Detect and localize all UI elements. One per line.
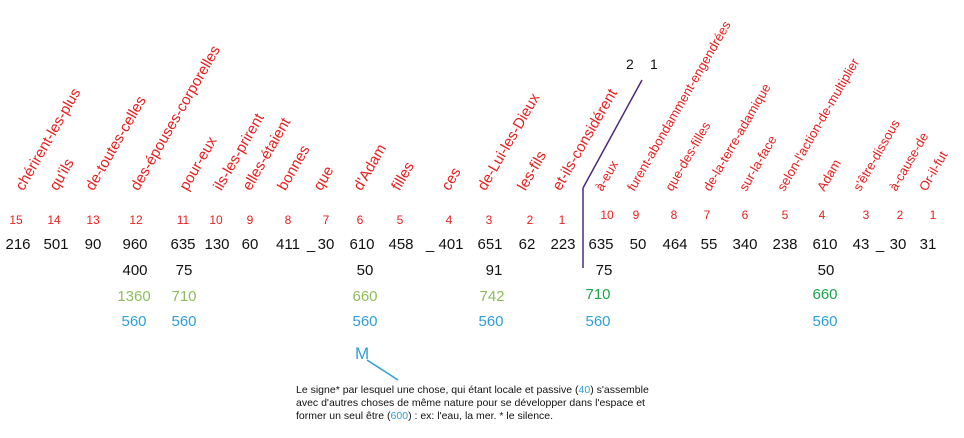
row4-left-3: 560 — [478, 313, 504, 330]
row3-left-6: 660 — [352, 288, 378, 305]
word-left-5: filles — [388, 159, 418, 194]
index-right-5: 5 — [781, 208, 789, 222]
description-line-1: Le signe* par lesquel une chose, qui éta… — [296, 384, 649, 396]
index-right-9: 9 — [632, 208, 640, 222]
value-left-10: 130 — [204, 236, 230, 253]
index-left-14: 14 — [47, 213, 61, 227]
row4-right-4: 560 — [812, 313, 838, 330]
word-left-7: que — [310, 163, 338, 194]
description-line-3: former un seul être (600) : ex: l'eau, l… — [296, 410, 554, 422]
value-right-2: 30 — [889, 236, 907, 253]
row3-right-10: 710 — [585, 286, 611, 303]
row2-left-6: 50 — [356, 262, 374, 279]
row4-left-12: 560 — [121, 313, 147, 330]
value-left-2: 62 — [518, 236, 536, 253]
description-text: Le signe* par lesquel une chose, qui éta… — [296, 384, 756, 423]
row3-left-11: 710 — [171, 288, 197, 305]
word-right-10: à-eux — [591, 157, 622, 194]
marker-one: 1 — [650, 56, 658, 72]
index-left-5: 5 — [396, 213, 404, 227]
row3-right-4: 660 — [812, 286, 838, 303]
row2-left-3: 91 — [485, 262, 503, 279]
index-left-6: 6 — [356, 213, 364, 227]
value-left-7: 30 — [317, 236, 335, 253]
value-left-6: 610 — [349, 236, 375, 253]
value-left-9: 60 — [241, 236, 259, 253]
value-left-13: 90 — [84, 236, 102, 253]
value-right-3: 43 — [852, 236, 870, 253]
index-left-9: 9 — [246, 213, 254, 227]
value-right-6: 340 — [732, 236, 758, 253]
word-right-4: Adam — [813, 156, 844, 194]
word-left-15: chérirent-les-plus — [12, 85, 85, 194]
value-right-7: 55 — [700, 236, 718, 253]
separator-left-b: _ — [425, 236, 435, 253]
word-left-6: d'Adam — [350, 141, 391, 194]
value-left-3: 651 — [477, 236, 503, 253]
index-right-8: 8 — [670, 208, 678, 222]
index-left-2: 2 — [526, 213, 534, 227]
row2-right-10: 75 — [595, 262, 613, 279]
value-right-10: 635 — [588, 236, 614, 253]
word-left-2: les-fils — [514, 148, 551, 194]
word-right-5: selon-l'action-de-multiplier — [773, 55, 863, 194]
row2-left-12: 400 — [122, 262, 148, 279]
row4-left-6: 560 — [352, 313, 378, 330]
word-left-8: bonnes — [274, 142, 314, 194]
row4-right-10: 560 — [585, 313, 611, 330]
row3-left-3: 742 — [479, 288, 505, 305]
row2-left-11: 75 — [175, 262, 193, 279]
index-right-10: 10 — [600, 208, 614, 222]
value-left-12: 960 — [122, 236, 148, 253]
value-left-11: 635 — [170, 236, 196, 253]
index-left-10: 10 — [209, 213, 223, 227]
value-left-15: 216 — [5, 236, 31, 253]
index-left-7: 7 — [322, 213, 330, 227]
word-left-14: qu'ils — [46, 155, 78, 194]
index-left-3: 3 — [485, 213, 493, 227]
word-left-12: des-épouses-corporelles — [127, 42, 224, 194]
m-letter: M — [355, 344, 370, 363]
m-pointer-line — [366, 359, 399, 381]
marker-two: 2 — [626, 56, 634, 72]
value-right-8: 464 — [662, 236, 688, 253]
index-left-15: 15 — [9, 213, 23, 227]
index-left-1: 1 — [558, 213, 566, 227]
value-left-14: 501 — [43, 236, 69, 253]
value-right-4: 610 — [812, 236, 838, 253]
separator-right: _ — [875, 236, 885, 253]
word-right-6: sur-la-face — [735, 132, 780, 194]
value-left-4: 401 — [438, 236, 464, 253]
index-right-1: 1 — [929, 208, 937, 222]
value-right-9: 50 — [629, 236, 647, 253]
index-left-11: 11 — [176, 213, 190, 227]
index-left-13: 13 — [86, 213, 100, 227]
index-left-12: 12 — [129, 213, 143, 227]
index-right-4: 4 — [818, 208, 826, 222]
index-right-2: 2 — [896, 208, 904, 222]
index-right-6: 6 — [741, 208, 749, 222]
row4-left-11: 560 — [171, 313, 197, 330]
index-left-4: 4 — [445, 213, 453, 227]
value-right-1: 31 — [919, 236, 937, 253]
separator-left-a: _ — [306, 236, 316, 253]
index-left-8: 8 — [284, 213, 292, 227]
row3-left-12: 1360 — [117, 288, 151, 305]
value-left-5: 458 — [388, 236, 414, 253]
value-right-5: 238 — [772, 236, 798, 253]
index-right-3: 3 — [862, 208, 870, 222]
value-left-8: 411 — [276, 236, 300, 253]
word-right-1: Or-il-fut — [915, 148, 951, 194]
word-right-7: de-la-terre-adamique — [699, 80, 774, 194]
value-left-1: 223 — [550, 236, 576, 253]
row2-right-4: 50 — [817, 262, 835, 279]
index-right-7: 7 — [703, 208, 711, 222]
word-left-4: ces — [438, 164, 465, 194]
description-line-2: avec d'autres choses de même nature pour… — [296, 397, 645, 409]
